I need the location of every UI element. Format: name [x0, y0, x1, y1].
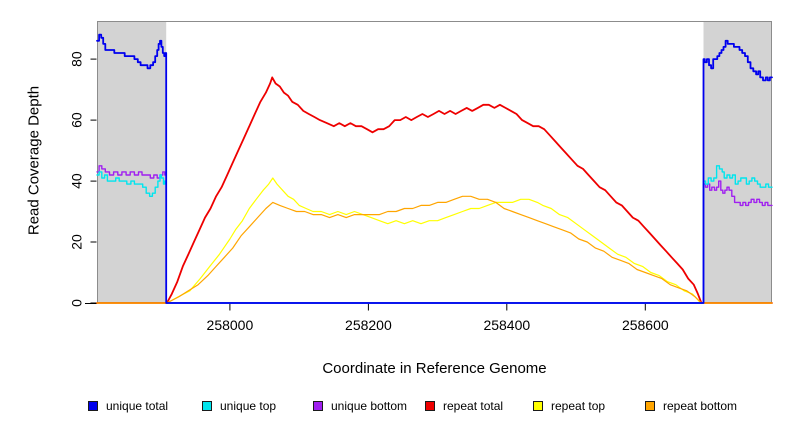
legend-swatch-icon: [533, 401, 543, 411]
series-unique-bottom: [96, 165, 773, 304]
legend-swatch-icon: [645, 401, 655, 411]
series-repeat-total: [96, 76, 773, 304]
plot-box: [97, 21, 772, 303]
series-unique-top: [96, 165, 773, 304]
series-unique-total: [96, 33, 773, 304]
x-tick-label: 258200: [345, 317, 392, 333]
legend-item-repeat-total: repeat total: [425, 399, 503, 413]
y-tick-label: 40: [69, 173, 85, 189]
legend-swatch-icon: [313, 401, 323, 411]
legend-label: repeat bottom: [663, 399, 738, 413]
legend-label: unique bottom: [331, 399, 408, 413]
legend-label: repeat total: [443, 399, 504, 413]
y-tick-label: 20: [69, 234, 85, 250]
series-repeat-top: [96, 177, 773, 304]
legend-label: unique top: [220, 399, 277, 413]
legend-swatch-icon: [88, 401, 98, 411]
legend-label: unique total: [106, 399, 169, 413]
legend-item-repeat-top: repeat top: [533, 399, 605, 413]
x-tick-label: 258600: [622, 317, 669, 333]
x-tick-label: 258400: [483, 317, 530, 333]
shaded-region-left: [97, 21, 167, 303]
series-repeat-bottom: [96, 195, 773, 304]
x-tick-label: 258000: [207, 317, 254, 333]
legend-item-unique-total: unique total: [88, 399, 168, 413]
y-axis-title: Read Coverage Depth: [25, 85, 43, 236]
legend-item-repeat-bottom: repeat bottom: [645, 399, 737, 413]
legend-item-unique-bottom: unique bottom: [313, 399, 407, 413]
legend-label: repeat top: [551, 399, 606, 413]
y-tick-label: 60: [69, 112, 85, 128]
y-tick-label: 0: [69, 299, 85, 307]
shaded-region-right: [703, 21, 772, 303]
legend-item-unique-top: unique top: [202, 399, 276, 413]
y-tick-label: 80: [69, 51, 85, 67]
legend-swatch-icon: [425, 401, 435, 411]
x-axis-title: Coordinate in Reference Genome: [322, 360, 547, 377]
legend-swatch-icon: [202, 401, 212, 411]
